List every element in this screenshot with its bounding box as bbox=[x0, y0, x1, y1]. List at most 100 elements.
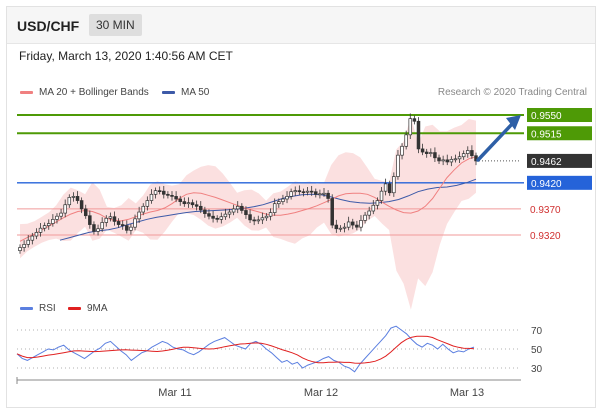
ma20-label: MA 20 + Bollinger Bands bbox=[39, 87, 149, 98]
candle-body bbox=[137, 211, 141, 220]
candle-body bbox=[429, 152, 433, 154]
candle-body bbox=[351, 221, 355, 226]
candle-body bbox=[334, 224, 339, 230]
candle-body bbox=[149, 193, 154, 201]
candle-body bbox=[392, 176, 396, 194]
rsi-tick-label: 50 bbox=[531, 345, 543, 356]
candle-body bbox=[268, 212, 273, 217]
candle-body bbox=[346, 221, 351, 228]
candle-body bbox=[83, 208, 88, 217]
candle-body bbox=[420, 148, 425, 153]
candle-body bbox=[194, 204, 199, 207]
candle-body bbox=[359, 220, 363, 228]
candle-body bbox=[55, 215, 59, 220]
candle-body bbox=[18, 247, 22, 252]
candle-body bbox=[129, 226, 133, 231]
candle-body bbox=[400, 145, 404, 156]
candle-body bbox=[256, 219, 261, 222]
rsi-tick-label: 70 bbox=[531, 326, 543, 337]
candle-body bbox=[371, 204, 376, 212]
level-label-0.9420: 0.9420 bbox=[531, 179, 562, 190]
level-label-0.9515: 0.9515 bbox=[531, 129, 562, 140]
level-box-0.9462 bbox=[527, 153, 592, 168]
candle-body bbox=[92, 224, 96, 232]
candle-body bbox=[396, 154, 400, 177]
candle-body bbox=[326, 192, 330, 199]
ma9-swatch bbox=[68, 307, 81, 310]
legend-ma50: MA 50 bbox=[162, 87, 209, 98]
candle-body bbox=[47, 223, 51, 226]
candle-body bbox=[281, 198, 285, 202]
candle-body bbox=[437, 157, 441, 162]
candle-body bbox=[342, 226, 347, 229]
candle-body bbox=[116, 221, 121, 225]
candle-body bbox=[248, 214, 252, 221]
candle-body bbox=[293, 190, 297, 193]
x-tick-label: Mar 12 bbox=[304, 387, 338, 399]
candle-body bbox=[170, 194, 174, 197]
timestamp: Friday, March 13, 2020 1:40:56 AM CET bbox=[19, 49, 233, 63]
candle-body bbox=[112, 216, 117, 222]
ma20-line bbox=[19, 156, 477, 242]
ma20-swatch bbox=[20, 91, 33, 94]
candle-body bbox=[466, 150, 470, 154]
level-label-0.9370: 0.9370 bbox=[530, 205, 561, 216]
level-box-0.9515 bbox=[527, 126, 592, 141]
candle-body bbox=[157, 190, 162, 193]
candle-body bbox=[285, 196, 289, 200]
candle-body bbox=[96, 228, 100, 232]
candle-body bbox=[71, 196, 76, 198]
ma50-swatch bbox=[162, 91, 175, 94]
candle-body bbox=[408, 118, 413, 136]
candle-body bbox=[338, 227, 343, 230]
candle-body bbox=[100, 222, 104, 230]
instrument-title: USD/CHF bbox=[17, 18, 80, 34]
candle-body bbox=[433, 152, 437, 159]
forecast-arrow-head bbox=[506, 115, 521, 130]
candle-body bbox=[367, 210, 371, 216]
candle-body bbox=[178, 198, 182, 202]
candle-body bbox=[153, 190, 158, 195]
level-label-0.9320: 0.9320 bbox=[530, 231, 561, 242]
candle-body bbox=[322, 192, 326, 195]
candle-body bbox=[301, 191, 306, 194]
candle-body bbox=[260, 217, 265, 221]
ma50-line bbox=[59, 178, 477, 241]
legend-rsi: RSI bbox=[20, 303, 56, 314]
candle-body bbox=[120, 224, 125, 226]
candle-body bbox=[416, 120, 421, 150]
candle-body bbox=[219, 216, 224, 220]
candle-body bbox=[318, 193, 322, 196]
candle-body bbox=[199, 205, 203, 211]
candle-body bbox=[207, 213, 211, 217]
candlesticks bbox=[18, 113, 478, 254]
candle-body bbox=[75, 196, 80, 201]
rsi-line bbox=[16, 325, 475, 373]
candle-body bbox=[314, 191, 318, 195]
candle-body bbox=[125, 225, 129, 231]
candle-body bbox=[355, 224, 359, 228]
candle-body bbox=[305, 190, 310, 193]
ma9-label: 9MA bbox=[87, 303, 108, 314]
candle-body bbox=[470, 150, 474, 157]
candle-body bbox=[182, 201, 187, 205]
candle-body bbox=[330, 198, 334, 226]
candle-body bbox=[424, 151, 429, 154]
candle-body bbox=[88, 215, 92, 225]
candle-body bbox=[363, 214, 367, 221]
bollinger-band bbox=[20, 116, 476, 310]
candle-body bbox=[461, 153, 466, 158]
candle-body bbox=[264, 215, 269, 219]
candle-body bbox=[166, 193, 170, 196]
timeframe-badge[interactable]: 30 MIN bbox=[89, 14, 142, 36]
candle-body bbox=[67, 197, 72, 206]
x-tick-label: Mar 13 bbox=[450, 387, 484, 399]
candle-body bbox=[63, 204, 67, 214]
candle-body bbox=[445, 159, 449, 163]
level-box-0.9550 bbox=[527, 108, 592, 122]
candle-body bbox=[309, 190, 314, 193]
chart-header: USD/CHF 30 MIN bbox=[7, 7, 595, 44]
level-box-0.9420 bbox=[527, 175, 592, 190]
candle-body bbox=[162, 190, 166, 195]
